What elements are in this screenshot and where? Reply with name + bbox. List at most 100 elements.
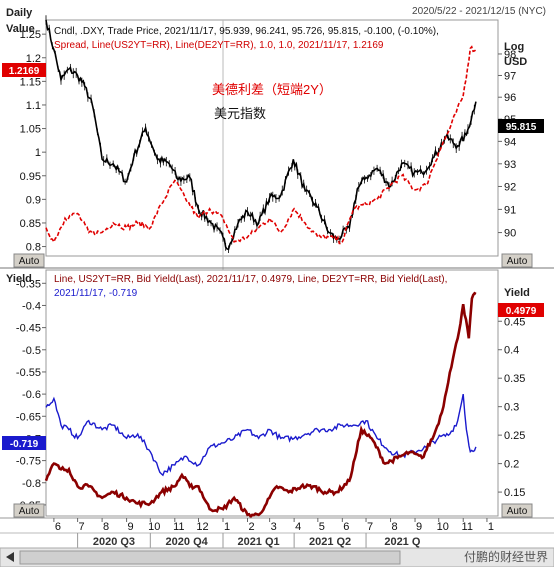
x-tick-label: 11 bbox=[173, 521, 184, 533]
bottom-right-auto-button[interactable] bbox=[501, 503, 533, 518]
x-tick-label: 9 bbox=[416, 521, 422, 533]
top-left-tick-label: 1.2 bbox=[26, 53, 41, 65]
bottom-auto-button[interactable] bbox=[13, 503, 45, 518]
top-left-tick-label: 1.1 bbox=[26, 100, 41, 112]
bottom-right-axis-label: Yield bbox=[504, 287, 530, 299]
watermark: 付鹏的财经世界 bbox=[464, 549, 548, 564]
top-right-tick-label: 90 bbox=[504, 228, 516, 240]
bottom-auto-label: Auto bbox=[19, 506, 40, 517]
dxy-last-tag bbox=[498, 119, 544, 133]
top-right-tick-label: 91 bbox=[504, 204, 516, 216]
x-tick-label: 10 bbox=[148, 521, 160, 533]
bottom-left-tick-label: -0.65 bbox=[16, 411, 41, 423]
top-left-tick-label: 0.85 bbox=[20, 218, 41, 230]
us2y-last-value: 0.4979 bbox=[506, 306, 537, 317]
top-auto-label: Auto bbox=[19, 256, 40, 267]
top-right-axis-label-usd: USD bbox=[504, 56, 527, 68]
x-tick-label: 10 bbox=[437, 521, 449, 533]
bottom-left-tick-label: -0.45 bbox=[16, 323, 41, 335]
bottom-right-tick-label: 0.35 bbox=[504, 373, 525, 385]
top-legend-dxy: Cndl, .DXY, Trade Price, 2021/11/17, 95.… bbox=[54, 26, 439, 37]
bottom-right-axis: 0.15 0.2 0.25 0.3 0.35 0.4 0.45 bbox=[498, 316, 525, 499]
top-right-tick-label: 98 bbox=[504, 49, 516, 61]
spread-last-value: 1.2169 bbox=[9, 66, 40, 77]
bottom-left-tick-label: -0.6 bbox=[22, 389, 41, 401]
de2y-last-tag bbox=[2, 436, 46, 450]
top-left-axis: 0.8 0.85 0.9 0.95 1 1.05 1.1 1.15 1.2 1.25 bbox=[20, 29, 46, 254]
top-series-group bbox=[45, 15, 477, 254]
bottom-right-tick-label: 0.4 bbox=[504, 345, 519, 357]
bottom-legend-line1: Line, US2YT=RR, Bid Yield(Last), 2021/11… bbox=[54, 274, 447, 285]
x-tick-label: 8 bbox=[103, 521, 109, 533]
dxy-last-value: 95.815 bbox=[506, 122, 537, 133]
bottom-right-tick-label: 0.15 bbox=[504, 487, 525, 499]
top-right-auto-button[interactable] bbox=[501, 253, 533, 268]
top-right-tick-label: 94 bbox=[504, 136, 516, 148]
de2y-last-value: -0.719 bbox=[10, 439, 39, 450]
spread-series-line bbox=[45, 45, 477, 245]
bottom-series-group bbox=[44, 291, 477, 519]
x-tick-label: 5 bbox=[319, 521, 325, 533]
bottom-right-tick-label: 0.3 bbox=[504, 402, 519, 414]
top-right-tick-label: 93 bbox=[504, 159, 516, 171]
top-left-tick-label: 0.8 bbox=[26, 242, 41, 254]
top-right-tick-label: 92 bbox=[504, 181, 516, 193]
x-tick-label: 9 bbox=[128, 521, 134, 533]
top-left-tick-label: 1.15 bbox=[20, 76, 41, 88]
x-tick-label: 1 bbox=[224, 521, 230, 533]
bottom-left-axis-label: Yield bbox=[6, 273, 32, 285]
x-tick-label: 7 bbox=[367, 521, 373, 533]
period-label: Daily bbox=[6, 7, 33, 19]
x-tick-label: 2 bbox=[248, 521, 254, 533]
top-right-axis: 909192939495969798 bbox=[498, 49, 516, 240]
annotation-spread: 美德利差（短端2Y） bbox=[212, 82, 332, 97]
top-left-tick-label: 0.9 bbox=[26, 194, 41, 206]
bottom-right-auto-label: Auto bbox=[507, 506, 528, 517]
top-left-tick-label: 1 bbox=[35, 147, 41, 159]
x-tick-label: 6 bbox=[55, 521, 61, 533]
bottom-left-tick-label: -0.4 bbox=[22, 300, 41, 312]
top-right-axis-label-log: Log bbox=[504, 41, 524, 53]
bottom-right-tick-label: 0.2 bbox=[504, 459, 519, 471]
bottom-left-tick-label: -0.5 bbox=[22, 345, 41, 357]
top-left-tick-label: 1.25 bbox=[20, 29, 41, 41]
top-legend-spread: Spread, Line(US2YT=RR), Line(DE2YT=RR), … bbox=[54, 40, 384, 51]
bottom-left-tick-label: -0.35 bbox=[16, 278, 41, 290]
quarter-label: 2020 Q3 bbox=[93, 536, 135, 548]
x-tick-label: 11 bbox=[462, 521, 473, 533]
quarter-label: 2021 Q1 bbox=[237, 536, 279, 548]
quarter-label: 2021 Q2 bbox=[309, 536, 351, 548]
x-tick-label: 1 bbox=[488, 521, 494, 533]
bottom-plot-area bbox=[45, 269, 499, 517]
top-left-tick-label: 1.05 bbox=[20, 124, 41, 136]
us2y-series-line bbox=[44, 291, 477, 519]
annotation-dxy: 美元指数 bbox=[214, 106, 266, 121]
x-tick-label: 4 bbox=[295, 521, 301, 533]
bottom-left-tick-label: -0.75 bbox=[16, 456, 41, 468]
x-tick-label: 8 bbox=[391, 521, 397, 533]
top-right-auto-label: Auto bbox=[507, 256, 528, 267]
spread-last-tag bbox=[2, 63, 46, 77]
scroll-left-icon[interactable] bbox=[6, 552, 14, 562]
top-plot-area bbox=[45, 19, 499, 257]
scroll-thumb[interactable] bbox=[19, 550, 401, 565]
bottom-legend-line2: 2021/11/17, -0.719 bbox=[54, 288, 138, 299]
x-tick-label: 7 bbox=[79, 521, 85, 533]
top-auto-button[interactable] bbox=[13, 253, 45, 268]
bottom-right-tick-label: 0.25 bbox=[504, 430, 525, 442]
bottom-left-tick-label: -0.55 bbox=[16, 367, 41, 379]
top-right-tick-label: 97 bbox=[504, 70, 516, 82]
bottom-left-tick-label: -0.8 bbox=[22, 478, 41, 490]
quarter-label: 2020 Q4 bbox=[166, 536, 209, 548]
date-range: 2020/5/22 - 2021/12/15 (NYC) bbox=[412, 6, 546, 17]
top-left-tick-label: 0.95 bbox=[20, 171, 41, 183]
quarter-label: 2021 Q bbox=[384, 536, 421, 548]
us2y-last-tag bbox=[498, 303, 544, 317]
x-tick-label: 6 bbox=[343, 521, 349, 533]
top-left-axis-label: Value bbox=[6, 23, 35, 35]
x-tick-label: 3 bbox=[271, 521, 277, 533]
top-right-tick-label: 96 bbox=[504, 92, 516, 104]
